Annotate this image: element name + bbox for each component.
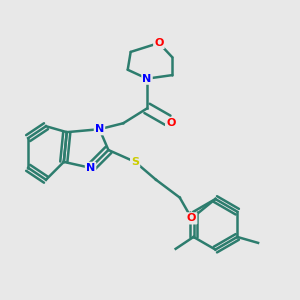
Text: S: S xyxy=(131,157,139,167)
Text: N: N xyxy=(95,124,104,134)
Text: O: O xyxy=(166,118,176,128)
Text: O: O xyxy=(187,213,196,224)
Text: N: N xyxy=(142,74,152,84)
Text: O: O xyxy=(154,38,164,48)
Text: N: N xyxy=(86,163,95,173)
